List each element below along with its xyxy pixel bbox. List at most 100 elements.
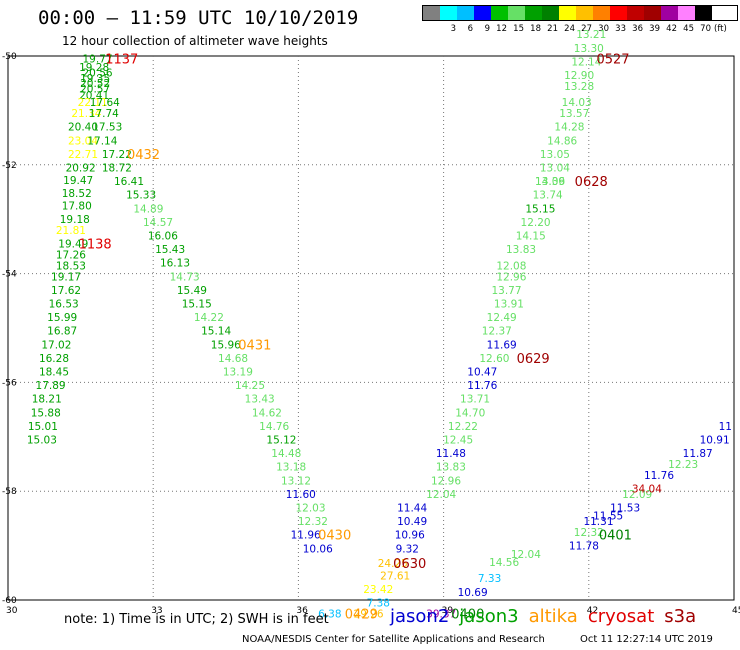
wave-height-point: 18.72 bbox=[102, 163, 132, 175]
pass-time-label: 1137 bbox=[105, 53, 138, 68]
satellite-name: jason2 bbox=[390, 606, 450, 627]
legend-tick-label: 3 bbox=[450, 24, 456, 34]
wave-height-point: 14.70 bbox=[455, 407, 485, 419]
pass-time-label: 0431 bbox=[238, 338, 271, 353]
pass-time-label: 1138 bbox=[79, 238, 112, 253]
wave-height-point: 11.76 bbox=[467, 380, 497, 392]
x-tick-label: 33 bbox=[151, 606, 162, 616]
wave-height-point: 10.49 bbox=[397, 516, 427, 528]
wave-height-point: 14.03 bbox=[562, 97, 592, 109]
credit-line: NOAA/NESDIS Center for Satellite Applica… bbox=[242, 634, 545, 645]
wave-height-point: 13.77 bbox=[491, 285, 521, 297]
wave-height-point: 7.33 bbox=[478, 573, 501, 585]
wave-height-point: 13.71 bbox=[460, 394, 490, 406]
wave-height-point: 13.21 bbox=[576, 29, 606, 41]
wave-height-point: 14.48 bbox=[271, 448, 301, 460]
wave-height-point: 12.23 bbox=[668, 459, 698, 471]
wave-height-point: 17.14 bbox=[87, 135, 117, 147]
wave-height-point: 13.19 bbox=[223, 367, 253, 379]
wave-height-point: 13.12 bbox=[281, 475, 311, 487]
legend-swatch bbox=[661, 6, 678, 20]
wave-height-point: 23.42 bbox=[363, 584, 393, 596]
legend-swatch bbox=[678, 6, 695, 20]
wave-height-point: 21.81 bbox=[56, 225, 86, 237]
pass-time-label: 0429 bbox=[345, 608, 378, 623]
pass-time-label: 0630 bbox=[393, 557, 426, 572]
wave-height-point: 22.71 bbox=[68, 149, 98, 161]
legend-swatch bbox=[423, 6, 440, 20]
legend-swatch bbox=[440, 6, 457, 20]
wave-height-point: 17.26 bbox=[56, 250, 86, 262]
wave-height-point: 14.86 bbox=[547, 135, 577, 147]
wave-height-point: 14.22 bbox=[194, 312, 224, 324]
wave-height-point: 10.96 bbox=[395, 530, 425, 542]
footer-note: note: 1) Time is in UTC; 2) SWH is in fe… bbox=[64, 612, 329, 627]
wave-height-point: 12.90 bbox=[564, 70, 594, 82]
wave-height-point: 11.69 bbox=[487, 339, 517, 351]
wave-height-point: 20.52 bbox=[80, 78, 110, 90]
legend-tick-label: 24 bbox=[564, 24, 575, 34]
wave-height-point: 10.69 bbox=[458, 587, 488, 599]
legend-tick-label: 15 bbox=[513, 24, 524, 34]
wave-height-point: 15.49 bbox=[177, 285, 207, 297]
pass-time-label: 0432 bbox=[127, 148, 160, 163]
x-tick-label: 42 bbox=[587, 606, 598, 616]
wave-height-point: 20.40 bbox=[68, 122, 98, 134]
legend-tick-label: 6 bbox=[467, 24, 473, 34]
satellite-name: jason3 bbox=[459, 606, 519, 627]
wave-height-point: 14.15 bbox=[516, 231, 546, 243]
wave-height-point: 17.74 bbox=[89, 108, 119, 120]
wave-height-point: 16.53 bbox=[49, 299, 79, 311]
pass-time-label: 0628 bbox=[575, 175, 608, 190]
wave-height-point: 14.89 bbox=[133, 203, 163, 215]
legend-swatch bbox=[576, 6, 593, 20]
wave-height-point: 13.18 bbox=[276, 462, 306, 474]
wave-height-point: 17.02 bbox=[41, 339, 71, 351]
wave-height-point: 15.15 bbox=[525, 203, 555, 215]
wave-height-point: 15.14 bbox=[201, 326, 231, 338]
wave-height-point: 14.57 bbox=[143, 217, 173, 229]
satellite-legend: jason2 jason3 altika cryosat s3a bbox=[390, 606, 696, 627]
plot-frame bbox=[7, 55, 735, 601]
wave-height-point: 19.49 bbox=[58, 239, 88, 251]
y-tick-label: -56 bbox=[2, 378, 17, 388]
legend-swatch bbox=[542, 6, 559, 20]
wave-height-point: 11.44 bbox=[397, 503, 427, 515]
wave-height-point: 15.88 bbox=[31, 407, 61, 419]
wave-height-point: 12.20 bbox=[521, 217, 551, 229]
wave-height-point: 13.91 bbox=[494, 299, 524, 311]
wave-height-point: 19.47 bbox=[63, 175, 93, 187]
legend-swatch bbox=[525, 6, 542, 20]
wave-height-point: 11.48 bbox=[436, 448, 466, 460]
wave-height-point: 12.03 bbox=[295, 503, 325, 515]
wave-height-point: 19.17 bbox=[51, 271, 81, 283]
wave-height-point: 13.74 bbox=[533, 190, 563, 202]
legend-swatch bbox=[491, 6, 508, 20]
legend-tick-label: 70 bbox=[700, 24, 711, 34]
wave-height-point: 10.91 bbox=[700, 435, 730, 447]
wave-height-point: 18.53 bbox=[56, 260, 86, 272]
legend-swatch bbox=[593, 6, 610, 20]
wave-height-point: 13.43 bbox=[245, 394, 275, 406]
wave-height-point: 18.21 bbox=[32, 394, 62, 406]
legend-swatch bbox=[644, 6, 661, 20]
wave-height-point: 20.92 bbox=[66, 163, 96, 175]
wave-height-point: 13.28 bbox=[564, 81, 594, 93]
legend-tick-label: 9 bbox=[484, 24, 490, 34]
legend-tick-label: 12 bbox=[496, 24, 507, 34]
satellite-name: altika bbox=[528, 606, 578, 627]
wave-height-point: 17.89 bbox=[36, 380, 66, 392]
wave-height-point: 17.80 bbox=[62, 201, 92, 213]
wave-height-point: 10.06 bbox=[303, 543, 333, 555]
x-tick-label: 39 bbox=[442, 606, 454, 616]
wave-height-point: 12.37 bbox=[482, 326, 512, 338]
wave-height-point: 15.15 bbox=[182, 299, 212, 311]
wave-height-point: 13.83 bbox=[506, 244, 536, 256]
wave-height-point: 22.11 bbox=[78, 97, 108, 109]
wave-height-point: 15.03 bbox=[27, 435, 57, 447]
wave-height-point: 13.57 bbox=[559, 108, 589, 120]
wave-height-point: 15.12 bbox=[266, 435, 296, 447]
y-tick-label: -52 bbox=[2, 161, 17, 171]
pass-time-label: 0527 bbox=[596, 53, 629, 68]
